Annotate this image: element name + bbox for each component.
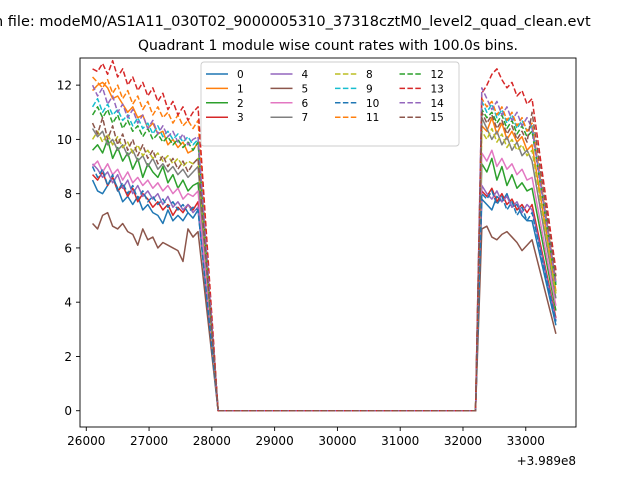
legend-label: 2 [237, 98, 244, 110]
series-line-7 [91, 116, 557, 412]
series-line-5 [92, 211, 557, 412]
x-tick-label: 32000 [444, 434, 482, 448]
legend-item-4[interactable]: 4 [270, 69, 309, 81]
legend-item-3[interactable]: 3 [206, 112, 244, 124]
legend-label: 0 [237, 69, 244, 81]
x-tick-label: 26000 [67, 434, 105, 448]
legend-item-14[interactable]: 14 [399, 98, 445, 110]
legend-label: 14 [431, 98, 445, 110]
legend-item-1[interactable]: 1 [206, 83, 244, 95]
legend-item-13[interactable]: 13 [399, 83, 444, 95]
legend-item-8[interactable]: 8 [335, 69, 373, 81]
legend-box [200, 61, 460, 147]
figure-suptitle: n file: modeM0/AS1A11_030T02_9000005310_… [0, 14, 591, 30]
y-tick-label: 8 [64, 187, 72, 201]
legend-item-12[interactable]: 12 [399, 69, 444, 81]
legend-label: 6 [302, 98, 309, 110]
series-line-2 [92, 138, 557, 412]
legend-label: 12 [431, 69, 444, 81]
legend-item-11[interactable]: 11 [335, 112, 379, 124]
legend-label: 9 [366, 83, 373, 95]
x-axis: 26000 27000 28000 29000 30000 31000 32000 33000 [67, 427, 545, 448]
x-offset-label: +3.989e8 [517, 454, 576, 468]
legend-label: 10 [366, 98, 379, 110]
legend-item-15[interactable]: 15 [399, 112, 444, 124]
y-tick-label: 6 [64, 241, 72, 255]
series-line-13 [92, 59, 557, 412]
legend-label: 5 [302, 83, 309, 95]
x-tick-label: 29000 [256, 434, 294, 448]
series-line-6 [92, 149, 557, 412]
legend-label: 11 [366, 112, 379, 124]
legend-label: 3 [237, 112, 244, 124]
y-axis: 0 2 4 6 8 10 12 [57, 79, 80, 418]
legend-label: 4 [302, 69, 309, 81]
x-tick-label: 27000 [130, 434, 168, 448]
series-line-10 [91, 166, 557, 412]
series-line-12 [91, 106, 557, 412]
legend-label: 7 [302, 112, 309, 124]
y-tick-label: 2 [64, 350, 72, 364]
series-line-3 [92, 171, 557, 412]
x-tick-label: 30000 [318, 434, 356, 448]
legend-item-6[interactable]: 6 [270, 98, 309, 110]
chart-title: Quadrant 1 module wise count rates with … [138, 38, 518, 54]
legend-item-7[interactable]: 7 [270, 112, 309, 124]
y-tick-label: 10 [57, 133, 72, 147]
y-tick-label: 4 [64, 296, 72, 310]
legend-label: 1 [237, 83, 244, 95]
legend-label: 13 [431, 83, 444, 95]
x-tick-label: 33000 [507, 434, 545, 448]
legend-item-10[interactable]: 10 [335, 98, 379, 110]
series-line-8 [91, 127, 557, 412]
legend-item-5[interactable]: 5 [270, 83, 309, 95]
series-line-0 [91, 176, 557, 412]
series-line-15 [91, 111, 557, 412]
series-line-14 [91, 84, 557, 412]
legend-item-0[interactable]: 0 [206, 69, 244, 81]
legend-item-2[interactable]: 2 [206, 98, 244, 110]
y-tick-label: 0 [64, 404, 72, 418]
legend-label: 15 [431, 112, 444, 124]
series-lines [91, 59, 557, 412]
x-tick-label: 31000 [381, 434, 419, 448]
series-line-11 [92, 76, 557, 412]
y-tick-label: 12 [57, 79, 72, 93]
axes-frame [79, 57, 577, 428]
x-tick-label: 28000 [193, 434, 231, 448]
legend-label: 8 [366, 69, 373, 81]
series-line-4 [92, 163, 557, 412]
legend-item-9[interactable]: 9 [335, 83, 373, 95]
